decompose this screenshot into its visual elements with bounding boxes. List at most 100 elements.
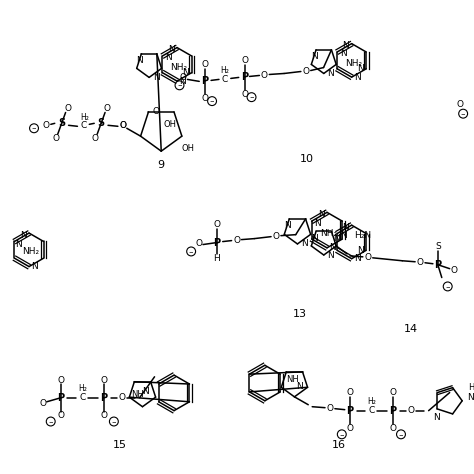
Text: −: − — [249, 95, 254, 100]
Text: O: O — [180, 73, 187, 82]
Text: NH₂: NH₂ — [320, 228, 337, 237]
Text: −: − — [446, 284, 450, 289]
Text: N: N — [284, 221, 291, 230]
Text: N: N — [333, 235, 340, 244]
Text: H₂: H₂ — [367, 397, 376, 406]
Text: H₂N: H₂N — [354, 231, 371, 240]
Text: S: S — [58, 118, 65, 128]
Text: −: − — [111, 419, 116, 424]
Text: N: N — [340, 49, 346, 58]
Text: O: O — [456, 100, 464, 109]
Text: P: P — [201, 76, 209, 86]
Text: −: − — [177, 83, 182, 88]
Text: O: O — [390, 388, 397, 397]
Text: O: O — [327, 404, 333, 413]
Text: O: O — [103, 104, 110, 113]
Text: S: S — [435, 243, 441, 252]
Text: 10: 10 — [300, 154, 314, 164]
Text: N: N — [180, 77, 186, 86]
Text: O: O — [450, 266, 457, 275]
Text: H₂: H₂ — [78, 384, 87, 393]
Text: OH: OH — [164, 120, 176, 129]
Text: N: N — [32, 262, 38, 271]
Text: NH₂: NH₂ — [22, 247, 39, 256]
Text: N: N — [329, 243, 336, 252]
Text: O: O — [233, 236, 240, 245]
Text: O: O — [241, 56, 248, 65]
Text: N: N — [301, 239, 308, 248]
Text: OH: OH — [181, 145, 194, 154]
Text: N: N — [354, 254, 361, 263]
Text: NH₂: NH₂ — [345, 59, 362, 68]
Text: −: − — [461, 111, 465, 116]
Text: −: − — [210, 99, 214, 104]
Text: O: O — [261, 71, 268, 80]
Text: O: O — [42, 121, 49, 130]
Text: O: O — [57, 411, 64, 420]
Text: −: − — [189, 249, 193, 254]
Text: N: N — [318, 210, 324, 219]
Text: N: N — [327, 251, 334, 260]
Text: NH: NH — [286, 375, 299, 384]
Text: O: O — [91, 134, 99, 143]
Text: C: C — [79, 393, 85, 402]
Text: O: O — [57, 375, 64, 384]
Text: C: C — [80, 121, 86, 130]
Text: O: O — [196, 239, 202, 248]
Text: H₂: H₂ — [80, 113, 89, 122]
Text: O: O — [302, 67, 310, 76]
Text: 9: 9 — [158, 160, 165, 170]
Text: O: O — [201, 94, 209, 103]
Text: N: N — [142, 387, 149, 396]
Text: P: P — [390, 406, 397, 416]
Text: N: N — [153, 73, 159, 82]
Text: N: N — [182, 68, 189, 77]
Text: N: N — [354, 73, 361, 82]
Text: N: N — [342, 41, 349, 50]
Text: N: N — [165, 54, 172, 63]
Text: O: O — [346, 388, 353, 397]
Text: P: P — [346, 406, 353, 416]
Text: N: N — [15, 240, 22, 249]
Text: O: O — [346, 424, 353, 433]
Text: O: O — [213, 220, 220, 229]
Text: N: N — [296, 383, 303, 392]
Text: O: O — [119, 121, 127, 130]
Text: O: O — [365, 253, 371, 262]
Text: S: S — [98, 118, 105, 128]
Text: O: O — [119, 121, 127, 130]
Text: N: N — [311, 52, 318, 61]
Text: O: O — [39, 399, 46, 408]
Text: NH: NH — [131, 391, 144, 400]
Text: N: N — [342, 223, 349, 232]
Text: 14: 14 — [404, 324, 418, 334]
Text: N: N — [467, 393, 474, 402]
Text: N: N — [327, 69, 334, 78]
Text: P: P — [100, 393, 108, 403]
Text: NH₂: NH₂ — [171, 63, 188, 72]
Text: P: P — [241, 73, 248, 82]
Text: −: − — [32, 126, 36, 131]
Text: H: H — [213, 254, 220, 263]
Text: O: O — [273, 232, 280, 241]
Text: O: O — [64, 104, 71, 113]
Text: C: C — [368, 406, 374, 415]
Text: O: O — [153, 108, 160, 117]
Text: O: O — [417, 258, 424, 267]
Text: O: O — [241, 90, 248, 99]
Text: O: O — [118, 393, 125, 402]
Text: N: N — [357, 246, 364, 255]
Text: C: C — [222, 75, 228, 84]
Text: −: − — [399, 432, 403, 437]
Text: N: N — [311, 234, 318, 243]
Text: N: N — [20, 230, 27, 239]
Text: P: P — [434, 260, 441, 270]
Text: O: O — [100, 375, 108, 384]
Text: O: O — [52, 134, 59, 143]
Text: −: − — [339, 432, 344, 437]
Text: P: P — [213, 237, 220, 247]
Text: O: O — [390, 424, 397, 433]
Text: N: N — [340, 231, 346, 240]
Text: O: O — [407, 406, 414, 415]
Text: N: N — [433, 413, 439, 422]
